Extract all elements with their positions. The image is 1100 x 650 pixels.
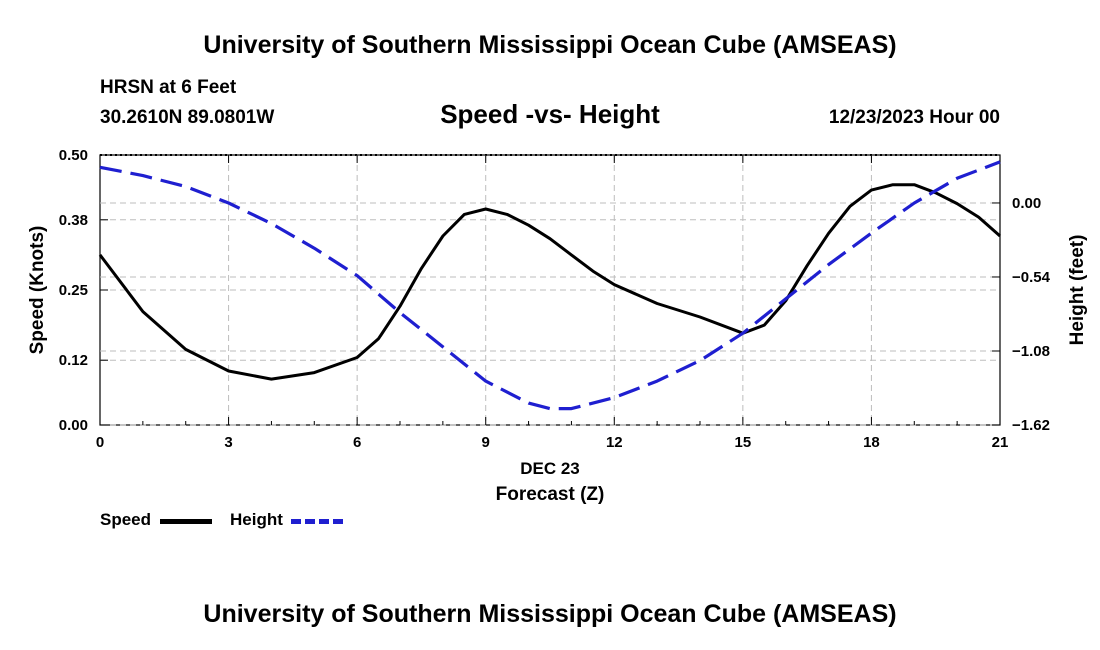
x-tick-label: 21 — [992, 434, 1009, 451]
forecast-date-time: 12/23/2023 Hour 00 — [828, 107, 1000, 128]
x-tick-label: 6 — [353, 434, 361, 451]
x-tick-label: 3 — [224, 434, 232, 451]
grid-layer — [100, 154, 1000, 426]
y2-tick-label: −1.62 — [1012, 417, 1050, 434]
x-tick-label: 15 — [735, 434, 752, 451]
station-coords: 30.2610N 89.0801W — [100, 107, 275, 128]
legend-speed-label: Speed — [100, 510, 152, 529]
bottom-title: University of Southern Mississippi Ocean… — [203, 600, 897, 628]
series-speed-line — [98, 183, 1001, 381]
y-axis-title: Speed (Knots) — [27, 226, 48, 355]
y-tick-label: 0.25 — [59, 282, 88, 299]
top-title: University of Southern Mississippi Ocean… — [203, 31, 897, 59]
x-tick-label: 9 — [482, 434, 490, 451]
x-tick-label: 0 — [96, 434, 104, 451]
series-height-line — [99, 160, 1001, 411]
y-tick-label: 0.50 — [59, 147, 88, 164]
legend-height-label: Height — [230, 510, 283, 529]
series-layer — [98, 160, 1001, 411]
y2-tick-label: −0.54 — [1012, 269, 1051, 286]
y2-tick-label: −1.08 — [1012, 343, 1050, 360]
y2-axis-title: Height (feet) — [1067, 235, 1088, 346]
axis-layer: 0 3 6 9 12 15 18 21 0.00 0.12 0.25 0.38 0.50 0.00 −0.5… — [59, 147, 1051, 451]
y-tick-label: 0.00 — [59, 417, 88, 434]
legend-height-line — [291, 519, 343, 524]
y-tick-label: 0.12 — [59, 352, 88, 369]
x-tick-label: 18 — [863, 434, 880, 451]
x-axis-title: Forecast (Z) — [496, 484, 605, 505]
chart-title: Speed -vs- Height — [440, 99, 660, 129]
y-tick-label: 0.38 — [59, 212, 88, 229]
legend-speed-line — [160, 519, 212, 524]
y2-tick-label: 0.00 — [1012, 195, 1041, 212]
x-axis-date-label: DEC 23 — [520, 459, 580, 478]
station-label: HRSN at 6 Feet — [100, 77, 237, 98]
x-tick-label: 12 — [606, 434, 623, 451]
